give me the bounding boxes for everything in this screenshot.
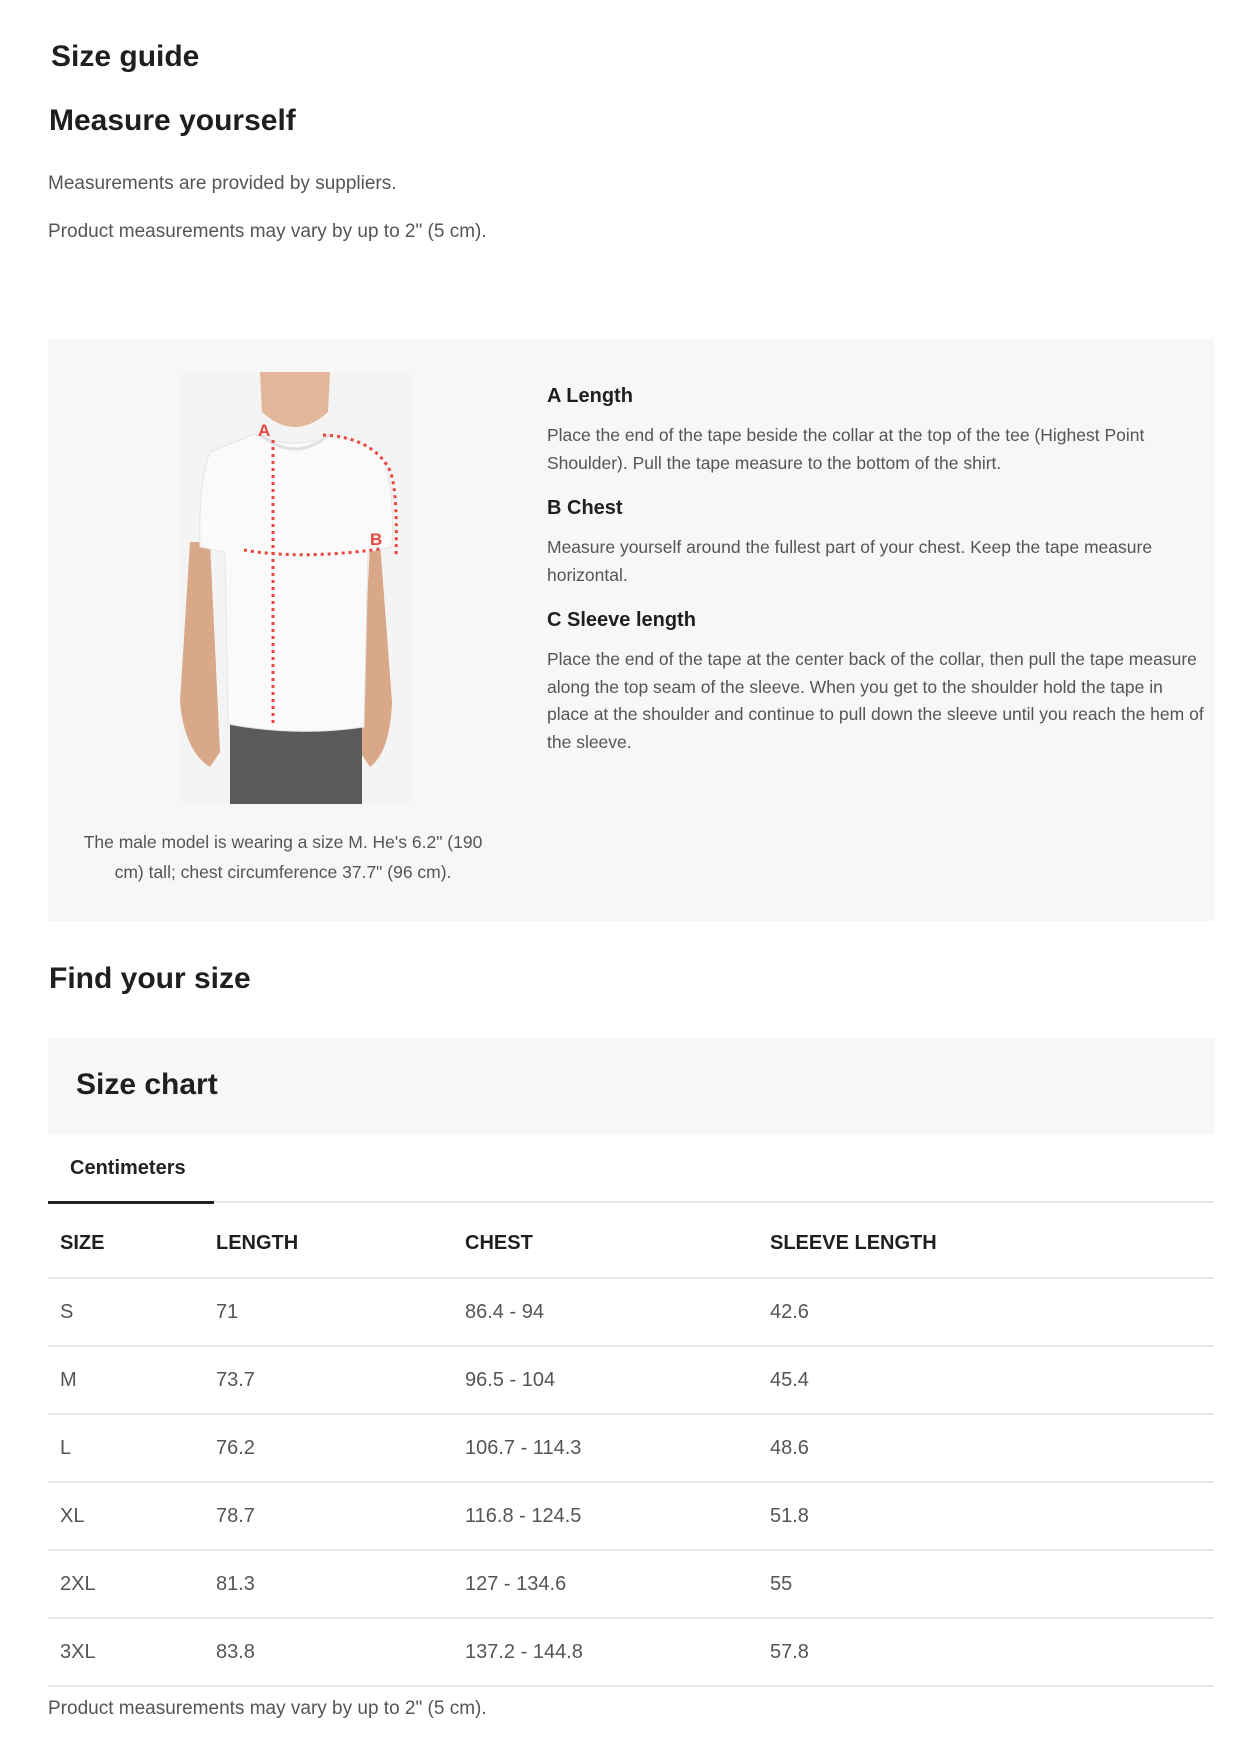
- cell-sleeve-length: 55: [758, 1550, 1214, 1619]
- cell-sleeve-length: 57.8: [758, 1618, 1214, 1687]
- col-size: SIZE: [48, 1210, 204, 1279]
- model-tshirt-image: A B C: [180, 372, 410, 804]
- cell-chest: 106.7 - 114.3: [453, 1414, 758, 1483]
- length-text: Place the end of the tape beside the col…: [547, 425, 1145, 473]
- cell-sleeve-length: 48.6: [758, 1414, 1214, 1483]
- cell-chest: 96.5 - 104: [453, 1346, 758, 1415]
- measure-instructions: A Length Place the end of the tape besid…: [547, 385, 1207, 776]
- table-row: M 73.7 96.5 - 104 45.4: [48, 1346, 1214, 1415]
- cell-sleeve-length: 45.4: [758, 1346, 1214, 1415]
- col-sleeve-length: SLEEVE LENGTH: [758, 1210, 1214, 1279]
- cell-length: 81.3: [204, 1550, 453, 1619]
- table-row: 2XL 81.3 127 - 134.6 55: [48, 1550, 1214, 1619]
- table-row: 3XL 83.8 137.2 - 144.8 57.8: [48, 1618, 1214, 1687]
- size-chart-header: Size chart: [48, 1038, 1214, 1134]
- unit-tabs: Centimeters: [48, 1134, 1214, 1204]
- cell-chest: 116.8 - 124.5: [453, 1482, 758, 1551]
- supplier-note: Measurements are provided by suppliers.: [48, 173, 397, 194]
- measure-panel: A B C The male model is wearing a size M…: [48, 339, 1214, 921]
- cell-length: 78.7: [204, 1482, 453, 1551]
- label-b: B: [370, 530, 382, 549]
- cell-size: 2XL: [48, 1550, 204, 1619]
- cell-size: M: [48, 1346, 204, 1415]
- cell-size: S: [48, 1278, 204, 1347]
- cell-chest: 137.2 - 144.8: [453, 1618, 758, 1687]
- table-row: XL 78.7 116.8 - 124.5 51.8: [48, 1482, 1214, 1551]
- label-a: A: [258, 421, 270, 440]
- sleeve-text: Place the end of the tape at the center …: [547, 649, 1204, 752]
- table-row: S 71 86.4 - 94 42.6: [48, 1278, 1214, 1347]
- footnote: Product measurements may vary by up to 2…: [48, 1698, 487, 1719]
- cell-size: XL: [48, 1482, 204, 1551]
- cell-length: 83.8: [204, 1618, 453, 1687]
- length-title: A Length: [547, 385, 633, 407]
- tab-label: Centimeters: [70, 1157, 186, 1179]
- cell-length: 71: [204, 1278, 453, 1347]
- chest-title: B Chest: [547, 497, 623, 519]
- cell-length: 76.2: [204, 1414, 453, 1483]
- chest-text: Measure yourself around the fullest part…: [547, 537, 1153, 585]
- model-caption: The male model is wearing a size M. He's…: [83, 832, 483, 882]
- size-chart-title: Size chart: [76, 1068, 218, 1101]
- size-table: SIZE LENGTH CHEST SLEEVE LENGTH S 71 86.4 …: [48, 1210, 1214, 1687]
- cell-size: L: [48, 1414, 204, 1483]
- variance-note: Product measurements may vary by up to 2…: [48, 221, 487, 242]
- cell-size: 3XL: [48, 1618, 204, 1687]
- cell-sleeve-length: 42.6: [758, 1278, 1214, 1347]
- table-row: L 76.2 106.7 - 114.3 48.6: [48, 1414, 1214, 1483]
- cell-chest: 86.4 - 94: [453, 1278, 758, 1347]
- sleeve-title: C Sleeve length: [547, 609, 696, 631]
- cell-sleeve-length: 51.8: [758, 1482, 1214, 1551]
- col-length: LENGTH: [204, 1210, 453, 1279]
- cell-length: 73.7: [204, 1346, 453, 1415]
- measure-heading: Measure yourself: [49, 104, 296, 137]
- tab-centimeters[interactable]: Centimeters: [48, 1134, 214, 1204]
- find-size-heading: Find your size: [49, 962, 251, 995]
- cell-chest: 127 - 134.6: [453, 1550, 758, 1619]
- table-header-row: SIZE LENGTH CHEST SLEEVE LENGTH: [48, 1210, 1214, 1279]
- col-chest: CHEST: [453, 1210, 758, 1279]
- page-title: Size guide: [51, 40, 200, 73]
